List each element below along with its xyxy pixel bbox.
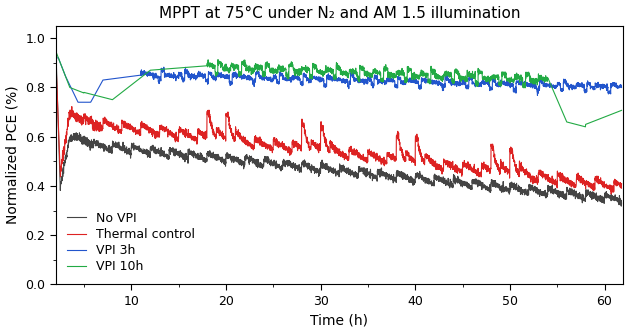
Thermal control [618,181,625,185]
VPI 10h [294,71,302,75]
Thermal control [321,137,328,141]
Line: VPI 10h: VPI 10h [55,51,621,127]
Line: VPI 3h: VPI 3h [55,58,621,102]
VPI 10h [289,67,297,71]
Thermal control [294,143,302,147]
No VPI [463,181,470,185]
VPI 10h [618,108,625,112]
VPI 3h [618,85,625,89]
VPI 10h [572,122,580,126]
VPI 10h [463,78,470,82]
Thermal control [572,184,580,188]
Thermal control [52,49,59,53]
Line: Thermal control: Thermal control [55,51,621,194]
No VPI [618,202,625,206]
VPI 10h [601,115,608,119]
Title: MPPT at 75°C under N₂ and AM 1.5 illumination: MPPT at 75°C under N₂ and AM 1.5 illumin… [159,6,520,21]
Thermal control [600,180,608,184]
No VPI [600,201,608,205]
No VPI [321,166,328,170]
No VPI [289,164,297,167]
Thermal control [463,166,470,170]
VPI 10h [321,72,328,76]
VPI 3h [463,84,470,88]
Y-axis label: Normalized PCE (%): Normalized PCE (%) [6,86,19,224]
VPI 3h [572,86,580,90]
VPI 3h [290,77,298,81]
VPI 3h [601,85,608,89]
VPI 10h [582,125,589,129]
VPI 10h [52,49,59,53]
No VPI [294,166,302,170]
Legend: No VPI, Thermal control, VPI 3h, VPI 10h: No VPI, Thermal control, VPI 3h, VPI 10h [62,207,199,278]
No VPI [572,189,580,193]
VPI 3h [74,100,82,104]
X-axis label: Time (h): Time (h) [311,313,369,327]
Thermal control [608,192,615,196]
No VPI [618,204,625,208]
VPI 3h [52,56,59,60]
No VPI [52,36,59,40]
VPI 3h [294,78,302,82]
VPI 3h [321,82,328,86]
Thermal control [289,139,297,143]
Line: No VPI: No VPI [55,38,621,206]
